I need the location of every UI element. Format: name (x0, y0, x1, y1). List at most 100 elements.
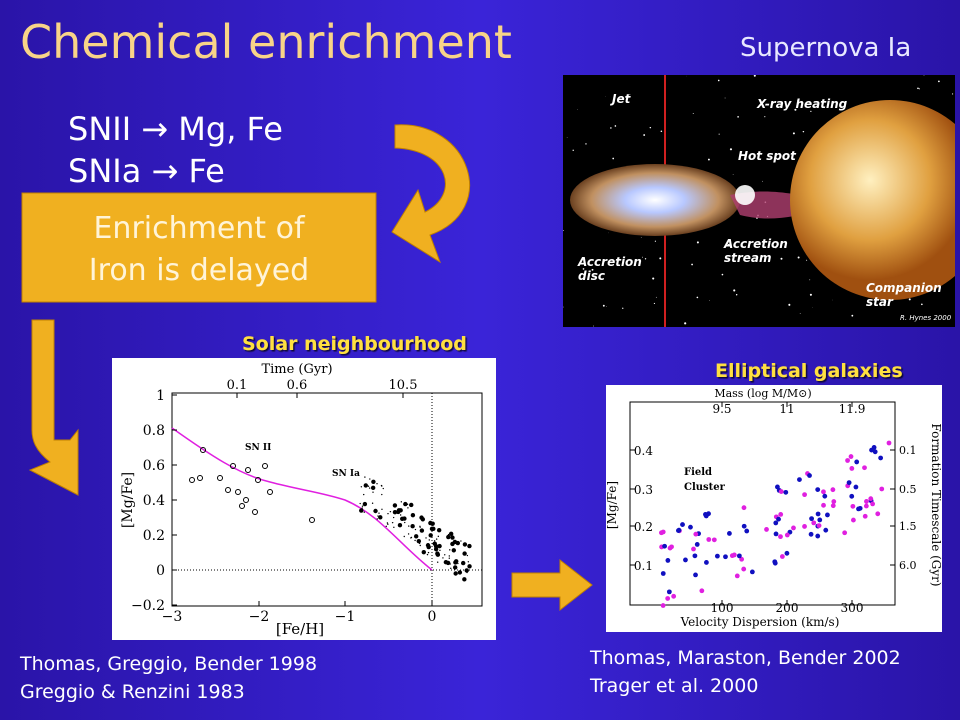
dot (370, 485, 376, 491)
dot (773, 531, 779, 537)
star (952, 93, 954, 95)
star (642, 256, 643, 258)
image-label: X-ray heating (756, 97, 848, 111)
star (780, 257, 783, 260)
dot (385, 525, 387, 528)
dot (436, 561, 439, 563)
dot (419, 526, 421, 528)
axis-label: [Mg/Fe] (120, 472, 136, 528)
dot (363, 493, 365, 496)
dot (380, 484, 383, 487)
dot (243, 497, 249, 503)
dot (437, 535, 440, 538)
dot (372, 491, 374, 493)
highlight-box (21, 192, 377, 303)
tick-label: 0 (428, 609, 437, 625)
star (643, 134, 646, 136)
box-text: Enrichment of (93, 211, 305, 246)
dot (815, 533, 821, 539)
tick-label: 10.5 (389, 378, 418, 393)
dot (440, 544, 442, 547)
dot (448, 555, 451, 557)
dot (815, 511, 821, 517)
dot (669, 544, 674, 550)
dot (409, 502, 414, 508)
dot (879, 486, 885, 492)
axis-label: Velocity Dispersion (km/s) (680, 615, 840, 629)
star (653, 302, 656, 305)
dot (764, 527, 769, 532)
dot (414, 528, 417, 531)
axis-label: Mass (log M/M⊙) (714, 387, 811, 400)
dot (704, 560, 709, 565)
dot (854, 459, 860, 465)
axis-label: Time (Gyr) (261, 362, 332, 377)
dot (821, 489, 826, 495)
tick-label: 11.9 (839, 402, 866, 416)
dot (438, 553, 440, 555)
dot (452, 539, 458, 545)
dot (845, 458, 850, 463)
dot (309, 517, 315, 523)
dot (453, 565, 458, 570)
dot (387, 512, 389, 515)
image-label: star (866, 295, 894, 309)
star (921, 303, 923, 306)
tick-label: 0.1 (899, 444, 917, 457)
star (794, 108, 797, 111)
star (764, 116, 766, 118)
dot (466, 554, 469, 557)
caption: Solar neighbourhood (242, 333, 467, 355)
dot (407, 533, 410, 535)
dot (442, 557, 444, 559)
star (802, 130, 805, 133)
dot (402, 516, 407, 521)
annotation: SN Ia (332, 469, 360, 479)
tick-label: 0.8 (143, 423, 165, 439)
image-label: Accretion (577, 255, 642, 269)
dot (886, 440, 892, 446)
dot (775, 484, 780, 490)
citation: Greggio & Renzini 1983 (20, 681, 245, 703)
tick-label: 0.6 (287, 378, 308, 393)
dot (451, 548, 457, 553)
tick-label: −2 (249, 609, 270, 625)
star (659, 257, 662, 260)
star (652, 277, 655, 280)
image-label: disc (578, 269, 605, 283)
tick-label: 6.0 (899, 559, 917, 572)
dot (359, 502, 361, 505)
dot (779, 554, 785, 559)
dot (821, 502, 826, 508)
dot (386, 522, 389, 524)
dot (807, 473, 812, 478)
dot (267, 489, 273, 495)
tick-label: −3 (162, 609, 183, 625)
curved-arrow (391, 124, 470, 264)
dot (772, 560, 778, 566)
dot (462, 551, 467, 556)
dot (359, 508, 364, 513)
tick-label: 0.5 (899, 483, 917, 496)
image-label: Jet (610, 92, 632, 106)
dot (823, 527, 829, 533)
image-label: Hot spot (738, 149, 797, 163)
star (563, 230, 565, 231)
star (591, 268, 594, 271)
dot (776, 516, 781, 522)
dot (413, 534, 419, 539)
star (732, 174, 734, 175)
dot (362, 501, 368, 507)
dot (403, 535, 405, 538)
dot (378, 515, 383, 520)
dot (815, 487, 821, 493)
dot (392, 503, 398, 508)
star (660, 130, 663, 132)
dot (435, 538, 438, 540)
dot (462, 562, 464, 564)
dot (378, 512, 380, 514)
star (696, 296, 699, 299)
star (753, 75, 756, 77)
star (655, 296, 657, 298)
dot (420, 517, 426, 522)
